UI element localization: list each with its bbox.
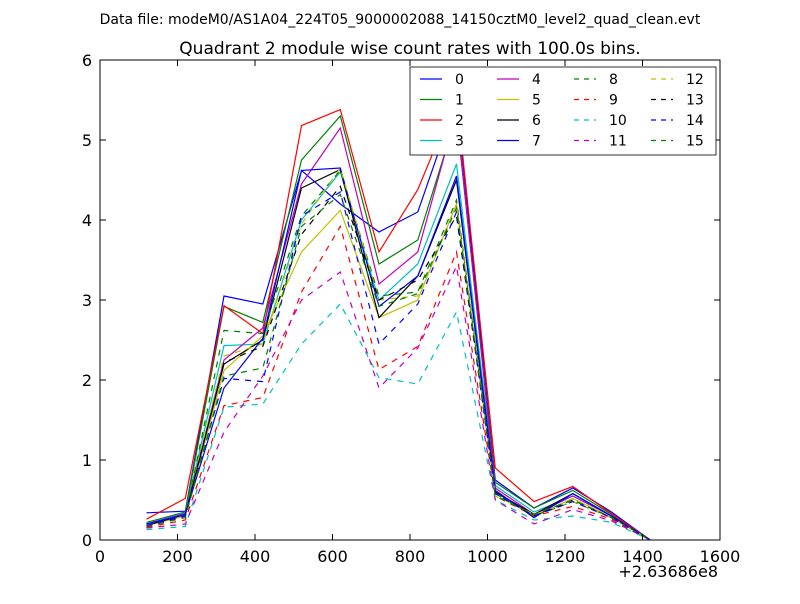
x-tick-label: 800: [395, 547, 426, 566]
y-tick-label: 6: [82, 51, 92, 70]
legend-label-11: 11: [609, 134, 627, 150]
y-tick-label: 5: [82, 131, 92, 150]
legend-label-14: 14: [686, 113, 704, 129]
legend-label-9: 9: [609, 93, 618, 109]
x-tick-label: 1600: [700, 547, 741, 566]
legend-label-8: 8: [609, 72, 618, 88]
x-tick-label: 200: [162, 547, 193, 566]
y-tick-label: 2: [82, 371, 92, 390]
data-file-label: Data file: modeM0/AS1A04_224T05_90000020…: [100, 12, 701, 28]
legend-label-4: 4: [532, 72, 541, 88]
legend-label-2: 2: [455, 113, 464, 129]
series-line-4: [146, 111, 651, 541]
legend-label-0: 0: [455, 72, 464, 88]
series-line-0: [146, 99, 651, 541]
legend-label-10: 10: [609, 113, 627, 129]
legend-label-1: 1: [455, 93, 464, 109]
series-layer: [146, 95, 651, 541]
series-line-11: [146, 264, 651, 541]
series-line-8: [146, 169, 651, 541]
series-line-10: [146, 302, 651, 541]
y-tick-label: 4: [82, 211, 92, 230]
x-tick-label: 1000: [467, 547, 508, 566]
legend-label-15: 15: [686, 134, 704, 150]
series-line-7: [146, 167, 651, 541]
legend-label-3: 3: [455, 134, 464, 150]
x-tick-label: 600: [317, 547, 348, 566]
series-line-9: [146, 224, 651, 541]
legend-label-7: 7: [532, 134, 541, 150]
legend-label-13: 13: [686, 93, 704, 109]
legend-label-5: 5: [532, 93, 541, 109]
y-tick-label: 0: [82, 531, 92, 550]
y-tick-label: 3: [82, 291, 92, 310]
x-tick-label: 400: [240, 547, 271, 566]
series-line-5: [146, 201, 651, 541]
x-offset-label: +2.63686e8: [618, 562, 718, 581]
x-tick-label: 0: [95, 547, 105, 566]
x-tick-label: 1200: [545, 547, 586, 566]
legend-label-12: 12: [686, 72, 704, 88]
y-tick-label: 1: [82, 451, 92, 470]
series-line-2: [146, 95, 651, 541]
series-line-15: [146, 193, 651, 541]
series-line-1: [146, 114, 651, 541]
legend-label-6: 6: [532, 113, 541, 129]
x-tick-label: 1400: [622, 547, 663, 566]
chart-title: Quadrant 2 module wise count rates with …: [179, 39, 640, 59]
series-line-13: [146, 185, 651, 541]
